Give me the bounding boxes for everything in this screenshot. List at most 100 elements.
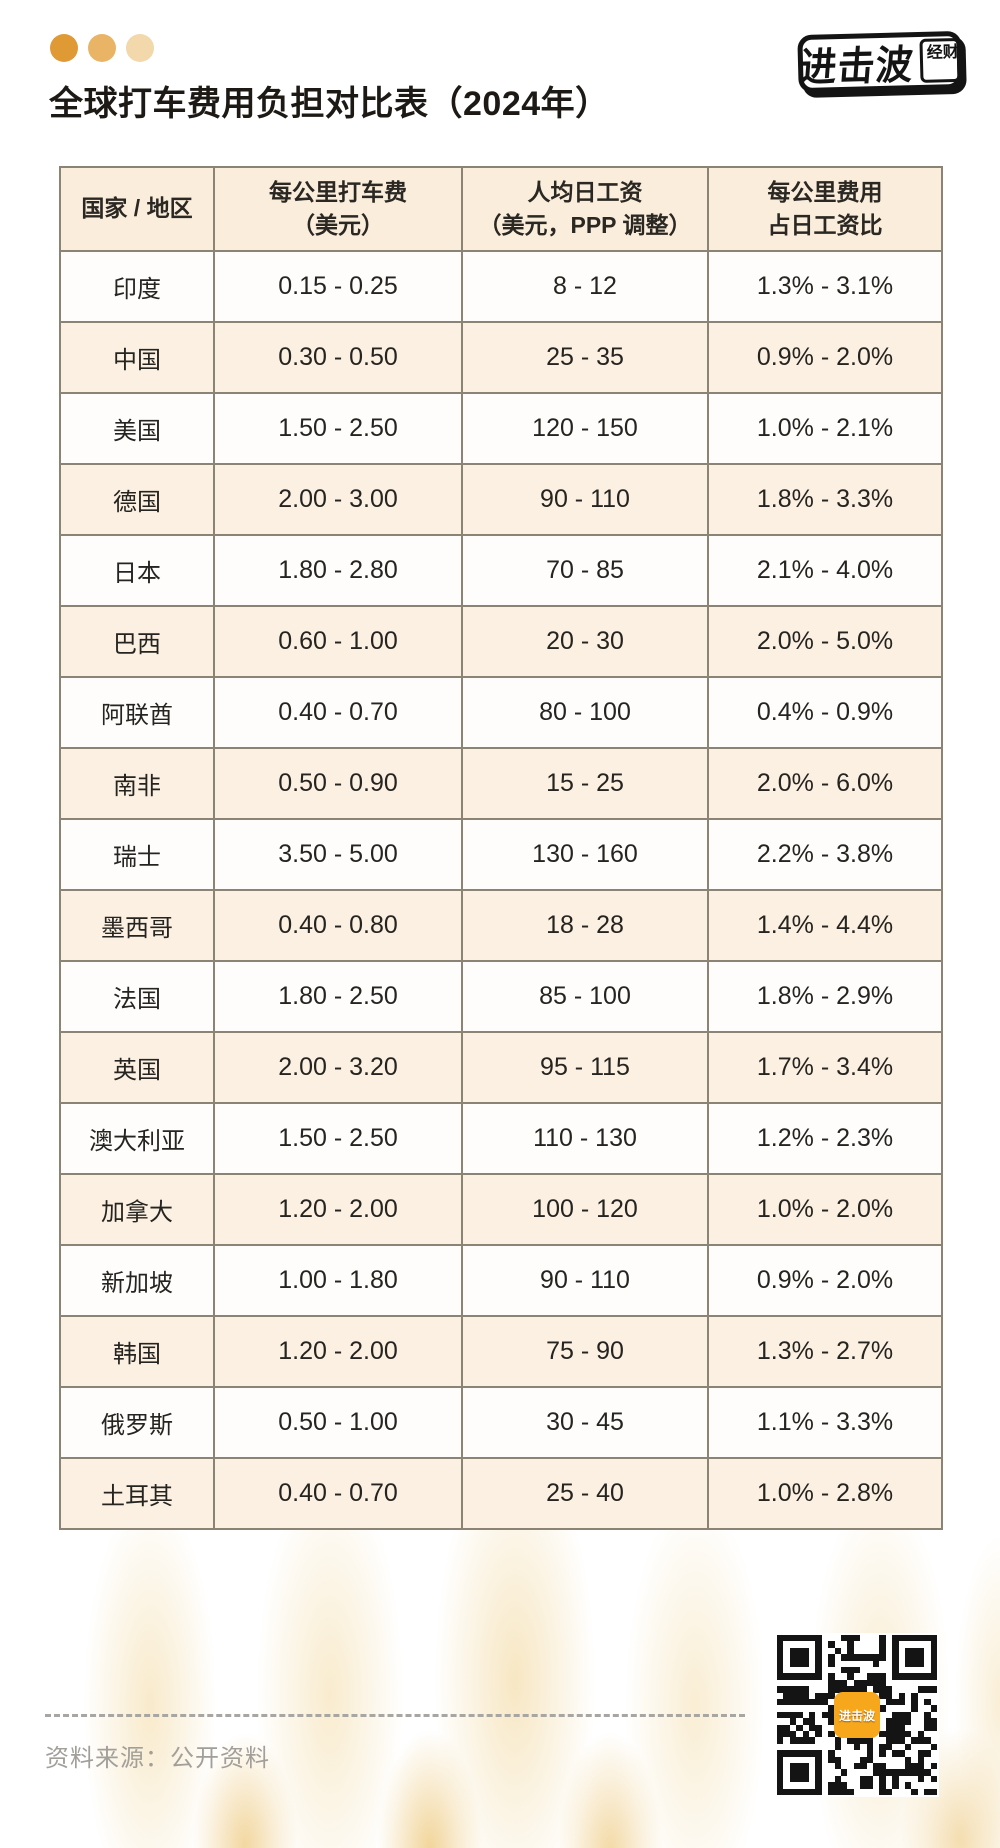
value-cell: 1.0% - 2.0% — [707, 1173, 943, 1246]
qr-module — [821, 1699, 829, 1706]
value-cell: 1.50 - 2.50 — [213, 392, 463, 465]
qr-module — [777, 1635, 784, 1642]
qr-module — [873, 1769, 880, 1776]
value-cell: 1.2% - 2.3% — [707, 1102, 943, 1175]
qr-module — [930, 1667, 937, 1674]
qr-module — [885, 1743, 893, 1751]
qr-module — [905, 1769, 912, 1776]
country-cell: 美国 — [59, 392, 215, 465]
qr-module — [853, 1654, 861, 1661]
table-row: 南非 0.50 - 0.90 15 - 25 2.0% - 6.0% — [59, 747, 943, 820]
qr-module — [802, 1718, 809, 1725]
qr-module — [815, 1788, 822, 1795]
qr-module — [924, 1711, 931, 1719]
qr-module — [815, 1731, 822, 1738]
table-row: 德国 2.00 - 3.00 90 - 110 1.8% - 3.3% — [59, 463, 943, 536]
qr-module — [930, 1654, 937, 1661]
qr-module — [917, 1673, 925, 1680]
qr-module — [924, 1788, 931, 1795]
value-cell: 20 - 30 — [461, 605, 709, 678]
qr-module — [917, 1756, 925, 1763]
qr-module — [873, 1763, 880, 1770]
qr-module — [796, 1737, 803, 1744]
qr-module — [796, 1654, 803, 1661]
table-row: 中国 0.30 - 0.50 25 - 35 0.9% - 2.0% — [59, 321, 943, 394]
qr-module — [789, 1673, 797, 1680]
qr-module — [924, 1724, 931, 1731]
qr-center-logo: 进击波 — [834, 1692, 880, 1738]
qr-module — [783, 1692, 790, 1699]
country-cell: 加拿大 — [59, 1173, 215, 1246]
qr-module — [885, 1731, 893, 1738]
qr-module — [783, 1699, 790, 1706]
country-cell: 韩国 — [59, 1315, 215, 1388]
qr-module — [930, 1686, 937, 1693]
qr-module — [821, 1711, 829, 1719]
qr-module — [828, 1718, 835, 1725]
decor-dot — [50, 34, 78, 62]
qr-module — [783, 1635, 790, 1642]
value-cell: 2.2% - 3.8% — [707, 818, 943, 891]
qr-module — [885, 1769, 893, 1776]
table-row: 英国 2.00 - 3.20 95 - 115 1.7% - 3.4% — [59, 1031, 943, 1104]
qr-module — [815, 1667, 822, 1674]
value-cell: 2.0% - 5.0% — [707, 605, 943, 678]
qr-module — [777, 1724, 784, 1731]
qr-module — [828, 1756, 835, 1763]
table-row: 印度 0.15 - 0.25 8 - 12 1.3% - 3.1% — [59, 250, 943, 323]
qr-module — [802, 1699, 809, 1706]
qr-module — [789, 1763, 797, 1770]
qr-module — [860, 1686, 867, 1693]
value-cell: 2.1% - 4.0% — [707, 534, 943, 607]
value-cell: 95 - 115 — [461, 1031, 709, 1104]
value-cell: 0.50 - 1.00 — [213, 1386, 463, 1459]
qr-module — [847, 1647, 854, 1655]
qr-module — [777, 1731, 784, 1738]
qr-module — [796, 1686, 803, 1693]
qr-module — [892, 1647, 899, 1655]
qr-module — [789, 1692, 797, 1699]
qr-module — [866, 1782, 873, 1789]
qr-module — [789, 1654, 797, 1661]
qr-module — [853, 1635, 861, 1642]
value-cell: 25 - 40 — [461, 1457, 709, 1530]
qr-module — [834, 1763, 841, 1770]
qr-module — [834, 1647, 841, 1655]
qr-module — [860, 1756, 867, 1763]
table-row: 美国 1.50 - 2.50 120 - 150 1.0% - 2.1% — [59, 392, 943, 465]
column-header-1: 每公里打车费 （美元） — [213, 166, 463, 252]
country-cell: 巴西 — [59, 605, 215, 678]
qr-module — [783, 1750, 790, 1757]
table-row: 法国 1.80 - 2.50 85 - 100 1.8% - 2.9% — [59, 960, 943, 1033]
country-cell: 墨西哥 — [59, 889, 215, 962]
value-cell: 1.80 - 2.50 — [213, 960, 463, 1033]
qr-module — [815, 1673, 822, 1680]
qr-module — [930, 1635, 937, 1642]
table-row: 加拿大 1.20 - 2.00 100 - 120 1.0% - 2.0% — [59, 1173, 943, 1246]
qr-module — [828, 1750, 835, 1757]
qr-module — [809, 1635, 816, 1642]
qr-module — [789, 1731, 797, 1738]
qr-module — [879, 1641, 886, 1648]
qr-module — [847, 1737, 854, 1744]
qr-module — [892, 1667, 899, 1674]
qr-module — [879, 1673, 886, 1680]
qr-module — [866, 1750, 873, 1757]
qr-module — [802, 1635, 809, 1642]
qr-module — [892, 1769, 899, 1776]
qr-module — [802, 1647, 809, 1655]
qr-module — [924, 1769, 931, 1776]
qr-module — [834, 1756, 841, 1763]
country-cell: 土耳其 — [59, 1457, 215, 1530]
qr-module — [885, 1718, 893, 1725]
qr-module — [815, 1660, 822, 1667]
qr-module — [905, 1743, 912, 1751]
qr-module — [789, 1788, 797, 1795]
qr-module — [860, 1654, 867, 1661]
qr-module — [777, 1775, 784, 1783]
qr-module — [892, 1724, 899, 1731]
qr-module — [777, 1654, 784, 1661]
qr-module — [905, 1711, 912, 1719]
qr-code: 进击波 — [775, 1633, 939, 1797]
qr-module — [815, 1775, 822, 1783]
